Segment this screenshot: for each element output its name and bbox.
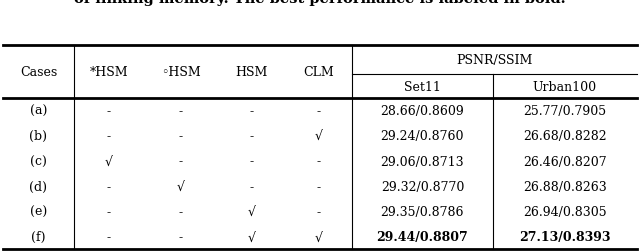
Text: -: -	[179, 130, 183, 143]
Text: -: -	[107, 180, 111, 193]
Text: (f): (f)	[31, 230, 45, 243]
Text: CLM: CLM	[303, 66, 334, 78]
Text: (c): (c)	[30, 155, 47, 168]
Text: Cases: Cases	[20, 66, 57, 78]
Text: of linking memory. The best performance is labeled in bold.: of linking memory. The best performance …	[74, 0, 566, 6]
Text: √: √	[247, 205, 255, 218]
Text: 26.46/0.8207: 26.46/0.8207	[523, 155, 607, 168]
Text: -: -	[249, 155, 253, 168]
Text: -: -	[179, 205, 183, 218]
Text: 28.66/0.8609: 28.66/0.8609	[381, 105, 464, 117]
Text: HSM: HSM	[235, 66, 268, 78]
Text: (e): (e)	[30, 205, 47, 218]
Text: -: -	[107, 205, 111, 218]
Text: -: -	[107, 130, 111, 143]
Text: 26.94/0.8305: 26.94/0.8305	[523, 205, 607, 218]
Text: Urban100: Urban100	[532, 80, 597, 93]
Text: √: √	[247, 230, 255, 243]
Text: 29.06/0.8713: 29.06/0.8713	[381, 155, 464, 168]
Text: (b): (b)	[29, 130, 47, 143]
Text: -: -	[249, 130, 253, 143]
Text: -: -	[179, 230, 183, 243]
Text: -: -	[179, 105, 183, 117]
Text: -: -	[316, 155, 321, 168]
Text: (d): (d)	[29, 180, 47, 193]
Text: Set11: Set11	[404, 80, 441, 93]
Text: -: -	[316, 205, 321, 218]
Text: PSNR/SSIM: PSNR/SSIM	[456, 54, 532, 67]
Text: 29.35/0.8786: 29.35/0.8786	[381, 205, 464, 218]
Text: 26.88/0.8263: 26.88/0.8263	[523, 180, 607, 193]
Text: √: √	[177, 180, 185, 193]
Text: 29.32/0.8770: 29.32/0.8770	[381, 180, 464, 193]
Text: -: -	[249, 105, 253, 117]
Text: √: √	[105, 155, 113, 168]
Text: -: -	[316, 105, 321, 117]
Text: -: -	[179, 155, 183, 168]
Text: (a): (a)	[29, 105, 47, 117]
Text: 27.13/0.8393: 27.13/0.8393	[519, 230, 611, 243]
Text: -: -	[107, 105, 111, 117]
Text: ◦HSM: ◦HSM	[161, 66, 201, 78]
Text: √: √	[314, 130, 323, 143]
Text: 25.77/0.7905: 25.77/0.7905	[524, 105, 606, 117]
Text: 26.68/0.8282: 26.68/0.8282	[523, 130, 607, 143]
Text: -: -	[249, 180, 253, 193]
Text: -: -	[107, 230, 111, 243]
Text: 29.44/0.8807: 29.44/0.8807	[376, 230, 468, 243]
Text: 29.24/0.8760: 29.24/0.8760	[381, 130, 464, 143]
Text: √: √	[314, 230, 323, 243]
Text: *HSM: *HSM	[90, 66, 128, 78]
Text: -: -	[316, 180, 321, 193]
